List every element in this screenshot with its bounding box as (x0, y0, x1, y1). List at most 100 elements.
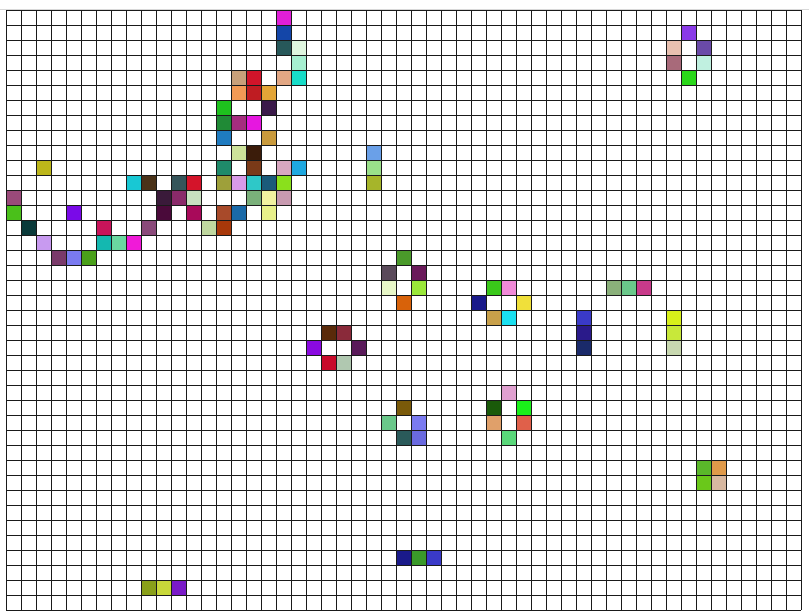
live-cell[interactable] (21, 220, 36, 235)
live-cell[interactable] (276, 70, 291, 85)
live-cell[interactable] (66, 250, 81, 265)
live-cell[interactable] (246, 70, 261, 85)
live-cell[interactable] (606, 280, 621, 295)
live-cell[interactable] (66, 205, 81, 220)
live-cell[interactable] (666, 55, 681, 70)
live-cell[interactable] (231, 85, 246, 100)
live-cell[interactable] (396, 550, 411, 565)
live-cell[interactable] (276, 25, 291, 40)
live-cell[interactable] (291, 55, 306, 70)
live-cell[interactable] (36, 160, 51, 175)
live-cell[interactable] (336, 325, 351, 340)
live-cell[interactable] (501, 280, 516, 295)
live-cell[interactable] (516, 295, 531, 310)
live-cell[interactable] (231, 175, 246, 190)
live-cell[interactable] (411, 415, 426, 430)
live-cell[interactable] (96, 235, 111, 250)
live-cell[interactable] (426, 550, 441, 565)
live-cell[interactable] (366, 145, 381, 160)
live-cell[interactable] (276, 175, 291, 190)
live-cell[interactable] (516, 400, 531, 415)
live-cell[interactable] (231, 115, 246, 130)
live-cell[interactable] (291, 40, 306, 55)
live-cell[interactable] (246, 145, 261, 160)
live-cell[interactable] (216, 175, 231, 190)
live-cell[interactable] (486, 280, 501, 295)
live-cell[interactable] (171, 580, 186, 595)
live-cell[interactable] (306, 340, 321, 355)
live-cell[interactable] (156, 580, 171, 595)
live-cell[interactable] (186, 175, 201, 190)
live-cell[interactable] (276, 40, 291, 55)
live-cell[interactable] (696, 40, 711, 55)
live-cell[interactable] (231, 145, 246, 160)
live-cell[interactable] (156, 190, 171, 205)
live-cell[interactable] (261, 85, 276, 100)
live-cell[interactable] (696, 55, 711, 70)
live-cell[interactable] (711, 475, 726, 490)
live-cell[interactable] (96, 220, 111, 235)
live-cell[interactable] (276, 190, 291, 205)
live-cell[interactable] (261, 190, 276, 205)
live-cell[interactable] (126, 175, 141, 190)
live-cell[interactable] (261, 100, 276, 115)
live-cell[interactable] (141, 220, 156, 235)
live-cell[interactable] (486, 310, 501, 325)
live-cell[interactable] (171, 190, 186, 205)
live-cell[interactable] (411, 430, 426, 445)
live-cell[interactable] (216, 130, 231, 145)
live-cell[interactable] (36, 235, 51, 250)
live-cell[interactable] (711, 460, 726, 475)
live-cell[interactable] (486, 400, 501, 415)
live-cell[interactable] (111, 235, 126, 250)
live-cell[interactable] (261, 205, 276, 220)
live-cell[interactable] (501, 385, 516, 400)
live-cell[interactable] (246, 190, 261, 205)
live-cell[interactable] (216, 160, 231, 175)
live-cell[interactable] (291, 70, 306, 85)
live-cell[interactable] (246, 160, 261, 175)
live-cell[interactable] (666, 40, 681, 55)
live-cell[interactable] (216, 205, 231, 220)
live-cell[interactable] (291, 160, 306, 175)
live-cell[interactable] (276, 160, 291, 175)
live-cell[interactable] (396, 430, 411, 445)
live-cell[interactable] (696, 460, 711, 475)
live-cell[interactable] (261, 175, 276, 190)
live-cell[interactable] (696, 475, 711, 490)
live-cell[interactable] (186, 190, 201, 205)
live-cell[interactable] (216, 100, 231, 115)
live-cell[interactable] (501, 310, 516, 325)
live-cell[interactable] (246, 175, 261, 190)
live-cell[interactable] (666, 310, 681, 325)
live-cell[interactable] (666, 340, 681, 355)
live-cell[interactable] (231, 205, 246, 220)
live-cell[interactable] (666, 325, 681, 340)
live-cell[interactable] (81, 250, 96, 265)
live-cell[interactable] (636, 280, 651, 295)
live-cell[interactable] (261, 130, 276, 145)
live-cell[interactable] (246, 115, 261, 130)
live-cell[interactable] (486, 415, 501, 430)
live-cell[interactable] (336, 355, 351, 370)
live-cell[interactable] (411, 265, 426, 280)
live-cell[interactable] (141, 175, 156, 190)
live-cell[interactable] (381, 265, 396, 280)
live-cell[interactable] (516, 415, 531, 430)
live-cell[interactable] (381, 280, 396, 295)
live-cell[interactable] (411, 550, 426, 565)
live-cell[interactable] (231, 70, 246, 85)
live-cell[interactable] (576, 310, 591, 325)
live-cell[interactable] (576, 340, 591, 355)
live-cell[interactable] (366, 175, 381, 190)
live-cell[interactable] (246, 85, 261, 100)
live-cell[interactable] (186, 205, 201, 220)
live-cell[interactable] (126, 235, 141, 250)
live-cell[interactable] (216, 220, 231, 235)
live-cell[interactable] (396, 295, 411, 310)
live-cell[interactable] (276, 10, 291, 25)
live-cell[interactable] (156, 205, 171, 220)
live-cell[interactable] (471, 295, 486, 310)
live-cell[interactable] (396, 400, 411, 415)
live-cell[interactable] (51, 250, 66, 265)
